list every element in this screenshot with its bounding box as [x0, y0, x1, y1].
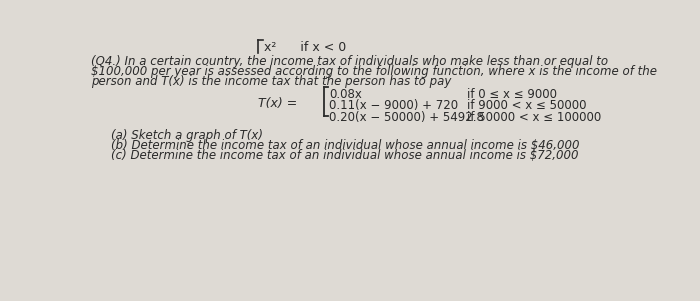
- Text: (a) Sketch a graph of T(x): (a) Sketch a graph of T(x): [111, 129, 262, 141]
- Text: (c) Determine the income tax of an individual whose annual income is $72,000: (c) Determine the income tax of an indiv…: [111, 148, 578, 162]
- Text: (b) Determine the income tax of an individual whose annual income is $46,000: (b) Determine the income tax of an indiv…: [111, 138, 580, 151]
- Text: $100,000 per year is assessed according to the following function, where x is th: $100,000 per year is assessed according …: [90, 65, 657, 78]
- Text: person and T(x) is the income tax that the person has to pay: person and T(x) is the income tax that t…: [90, 75, 451, 88]
- Text: T(x) =: T(x) =: [258, 97, 298, 110]
- Text: x²      if x < 0: x² if x < 0: [264, 41, 346, 54]
- Text: (Q4.) In a certain country, the income tax of individuals who make less than or : (Q4.) In a certain country, the income t…: [90, 54, 608, 68]
- Text: if 9000 < x ≤ 50000: if 9000 < x ≤ 50000: [468, 99, 587, 112]
- Text: 0.08x: 0.08x: [329, 88, 362, 101]
- Text: if 0 ≤ x ≤ 9000: if 0 ≤ x ≤ 9000: [468, 88, 557, 101]
- Text: if 50000 < x ≤ 100000: if 50000 < x ≤ 100000: [468, 111, 601, 124]
- Text: 0.11(x − 9000) + 720: 0.11(x − 9000) + 720: [329, 99, 458, 112]
- Text: 0.20(x − 50000) + 5492.8: 0.20(x − 50000) + 5492.8: [329, 111, 484, 124]
